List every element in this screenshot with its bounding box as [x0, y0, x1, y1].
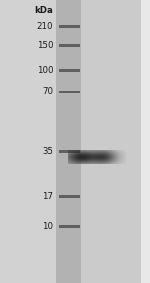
Bar	[59, 25, 80, 28]
Text: 70: 70	[42, 87, 53, 97]
Bar	[59, 225, 80, 228]
Text: 100: 100	[37, 66, 53, 75]
Bar	[59, 150, 80, 153]
Bar	[59, 44, 80, 47]
Bar	[59, 69, 80, 72]
Text: 17: 17	[42, 192, 53, 201]
Text: 210: 210	[37, 22, 53, 31]
Bar	[81, 0, 141, 283]
Bar	[59, 195, 80, 198]
Bar	[59, 91, 80, 93]
Text: 150: 150	[37, 41, 53, 50]
Bar	[141, 0, 150, 283]
Text: kDa: kDa	[34, 6, 53, 15]
Text: 10: 10	[42, 222, 53, 231]
Text: 35: 35	[42, 147, 53, 156]
Bar	[56, 0, 81, 283]
